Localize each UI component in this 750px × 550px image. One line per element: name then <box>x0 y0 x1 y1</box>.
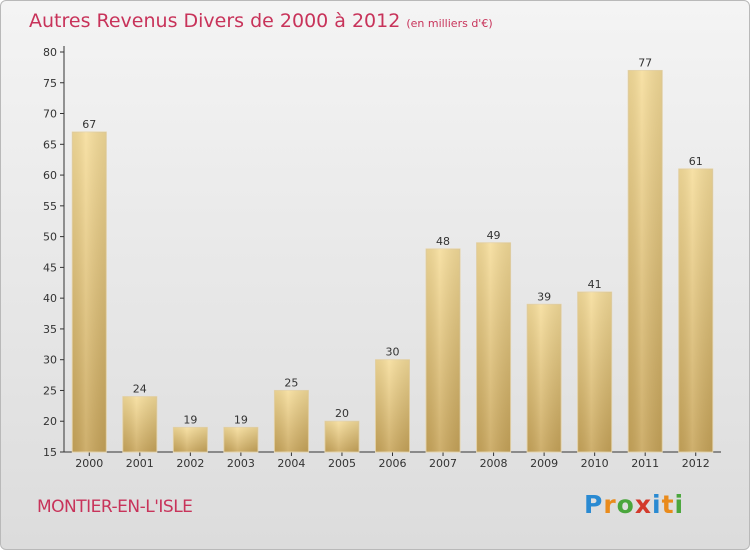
bar-shade <box>72 132 107 452</box>
chart-bars <box>71 69 714 453</box>
chart-labels: 67 2000 24 2001 19 2002 19 2003 25 2004 20 2005 30 20… <box>75 56 709 470</box>
bar-value-label: 25 <box>284 376 298 389</box>
y-tick-label: 25 <box>43 384 57 397</box>
proxiti-logo: Proxiti <box>584 490 684 519</box>
bar-value-label: 77 <box>638 56 652 69</box>
x-tick-label: 2006 <box>379 457 407 470</box>
y-tick-label: 35 <box>43 323 57 336</box>
logo-letter: x <box>634 490 652 519</box>
bar-shade <box>476 242 511 452</box>
x-tick-label: 2004 <box>277 457 305 470</box>
y-tick-label: 20 <box>43 415 57 428</box>
bar-shade <box>628 70 663 452</box>
bar-value-label: 41 <box>588 278 602 291</box>
y-tick-label: 30 <box>43 354 57 367</box>
bar-shade <box>678 168 713 452</box>
x-tick-label: 2011 <box>631 457 659 470</box>
x-tick-label: 2002 <box>176 457 204 470</box>
bar-shade <box>122 396 157 452</box>
x-tick-label: 2000 <box>75 457 103 470</box>
chart-title: Autres Revenus Divers de 2000 à 2012 (en … <box>29 10 493 32</box>
y-tick-label: 75 <box>43 77 57 90</box>
chart-subtitle: (en milliers d'€) <box>406 17 493 30</box>
x-tick-label: 2001 <box>126 457 154 470</box>
bar-value-label: 24 <box>133 383 147 396</box>
logo-letter: i <box>674 490 685 519</box>
x-tick-label: 2008 <box>480 457 508 470</box>
y-tick-label: 50 <box>43 231 57 244</box>
bar-shade <box>375 359 410 452</box>
bar-value-label: 30 <box>386 346 400 359</box>
bar-shade <box>577 292 612 452</box>
logo-letter: i <box>652 490 662 519</box>
logo-letter: r <box>603 490 617 519</box>
bar-value-label: 19 <box>234 413 248 426</box>
x-tick-label: 2012 <box>682 457 710 470</box>
bar-shade <box>274 390 309 452</box>
y-tick-label: 40 <box>43 292 57 305</box>
logo-letter: t <box>661 490 675 519</box>
y-tick-label: 80 <box>43 46 57 59</box>
y-tick-label: 55 <box>43 200 57 213</box>
bar-value-label: 19 <box>183 413 197 426</box>
chart-title-text: Autres Revenus Divers de 2000 à 2012 <box>29 10 401 32</box>
x-tick-label: 2010 <box>581 457 609 470</box>
commune-name: MONTIER-EN-L'ISLE <box>37 497 193 517</box>
y-tick-label: 45 <box>43 261 57 274</box>
x-tick-label: 2005 <box>328 457 356 470</box>
bar-value-label: 48 <box>436 235 450 248</box>
x-tick-label: 2003 <box>227 457 255 470</box>
bar-shade <box>426 248 461 452</box>
logo-letter: P <box>584 490 604 519</box>
bar-value-label: 49 <box>487 229 501 242</box>
bar-shade <box>324 421 359 452</box>
bar-shade <box>223 427 258 452</box>
bar-value-label: 61 <box>689 155 703 168</box>
y-tick-label: 60 <box>43 169 57 182</box>
bar-shade <box>173 427 208 452</box>
bar-shade <box>527 304 562 452</box>
bar-value-label: 67 <box>82 118 96 131</box>
y-tick-label: 65 <box>43 138 57 151</box>
bar-value-label: 39 <box>537 290 551 303</box>
bar-value-label: 20 <box>335 407 349 420</box>
y-tick-label: 70 <box>43 108 57 121</box>
x-tick-label: 2007 <box>429 457 457 470</box>
x-tick-label: 2009 <box>530 457 558 470</box>
y-tick-label: 15 <box>43 446 57 459</box>
logo-letter: o <box>616 490 635 519</box>
